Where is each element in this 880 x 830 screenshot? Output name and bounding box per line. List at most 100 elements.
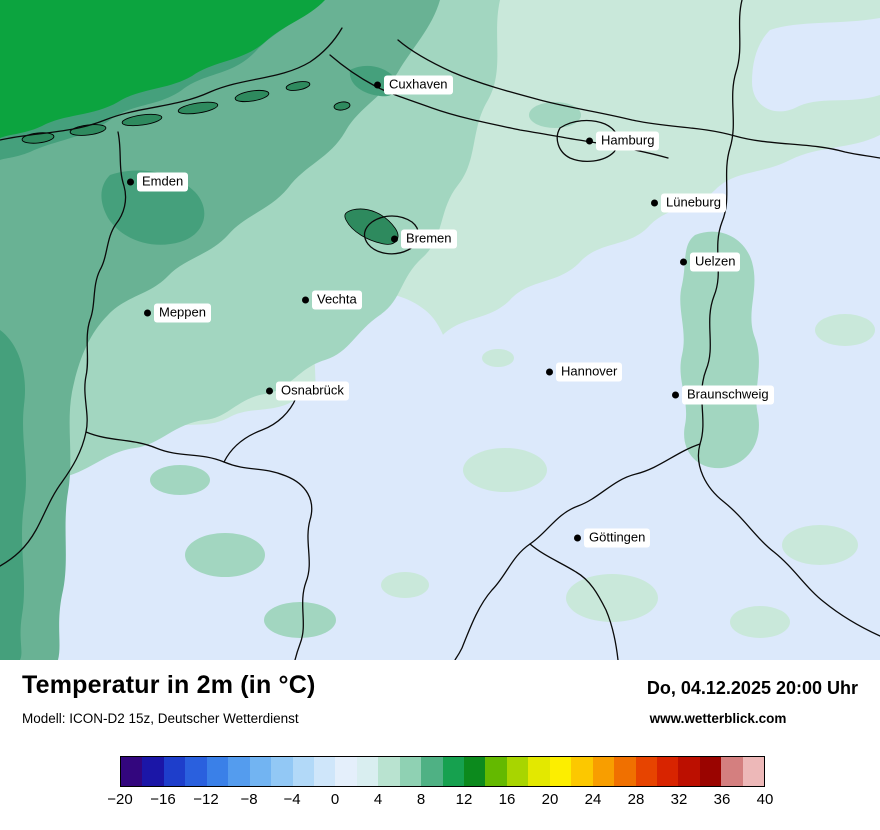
legend-color-bar <box>120 756 765 787</box>
legend-tick-label: −4 <box>283 791 301 808</box>
legend-segment <box>399 757 422 786</box>
city-marker: Hamburg <box>586 131 660 151</box>
mint-patch <box>463 448 547 492</box>
legend-tick-label: 0 <box>330 791 340 808</box>
city-dot <box>266 387 273 395</box>
bremen-city-border <box>363 215 419 255</box>
teal-patches-southwest <box>150 102 581 638</box>
legend-tick-label: −8 <box>240 791 258 808</box>
legend-tick-label: 32 <box>670 791 688 808</box>
legend-tick-label: 8 <box>416 791 426 808</box>
mint-patch <box>381 572 429 598</box>
legend-segment <box>506 757 529 786</box>
legend-tick-label: 20 <box>541 791 559 808</box>
legend-tick-label: −20 <box>107 791 133 808</box>
city-marker: Uelzen <box>680 252 741 272</box>
mint-patch <box>730 606 790 638</box>
legend-segment <box>356 757 379 786</box>
page-title: Temperatur in 2m (in °C) <box>22 671 316 699</box>
legend-segment <box>121 757 143 786</box>
city-dot <box>574 534 581 542</box>
website-text: www.wetterblick.com <box>649 711 787 726</box>
city-dot <box>672 391 679 399</box>
city-dot <box>127 178 134 186</box>
city-dot <box>651 199 658 207</box>
region-deep-green-west-strip <box>0 330 26 660</box>
city-marker: Cuxhaven <box>374 75 453 95</box>
legend-tick-label: 40 <box>756 791 774 808</box>
legend-segment <box>378 757 400 786</box>
legend-segment <box>421 757 443 786</box>
island <box>234 89 270 103</box>
island <box>177 101 219 115</box>
dutch-border <box>0 131 127 567</box>
legend-tick-label: 4 <box>373 791 383 808</box>
city-dot <box>546 368 553 376</box>
legend-segment <box>656 757 679 786</box>
mint-patch <box>782 525 858 565</box>
legend-tick-label: 24 <box>584 791 602 808</box>
legend-tick-label: 36 <box>713 791 731 808</box>
mint-patch <box>482 349 514 367</box>
legend-segment <box>228 757 250 786</box>
weather-map: Cuxhaven Hamburg Emden Lüneburg Bremen Uelzen… <box>0 0 880 660</box>
city-marker: Vechta <box>302 290 362 310</box>
city-label: Cuxhaven <box>384 75 453 95</box>
legend-segment <box>142 757 164 786</box>
legend-segment <box>335 757 357 786</box>
teal-patch <box>150 465 210 495</box>
legend-segment <box>292 757 314 786</box>
legend-segment <box>206 757 229 786</box>
city-marker: Meppen <box>144 303 211 323</box>
mint-patch <box>815 314 875 346</box>
southern-border-branch <box>529 543 619 660</box>
legend-segment <box>614 757 636 786</box>
coastline <box>0 27 343 141</box>
city-marker: Göttingen <box>574 528 651 548</box>
north-sea-region <box>0 0 325 138</box>
city-label: Uelzen <box>690 252 741 272</box>
city-marker: Braunschweig <box>672 385 774 405</box>
forecast-datetime: Do, 04.12.2025 20:00 Uhr <box>646 678 858 698</box>
legend-segment <box>592 757 615 786</box>
legend-tick-label: −12 <box>193 791 219 808</box>
legend-segment <box>721 757 743 786</box>
teal-patch <box>185 533 265 577</box>
legend-segment <box>485 757 507 786</box>
city-label: Hannover <box>556 362 623 382</box>
model-info: Modell: ICON-D2 15z, Deutscher Wetterdie… <box>22 711 299 726</box>
region-blue-pocket-northeast <box>752 18 880 112</box>
region-teal-band-east <box>680 231 759 469</box>
hamburg-city-border <box>556 119 619 163</box>
city-label: Vechta <box>312 290 362 310</box>
city-dot <box>680 258 687 266</box>
city-dot <box>302 296 309 304</box>
city-dot <box>586 137 593 145</box>
southwest-state-border <box>85 431 313 660</box>
legend-segment <box>549 757 572 786</box>
city-label: Bremen <box>401 229 457 249</box>
legend-segment <box>313 757 336 786</box>
city-marker: Bremen <box>391 229 457 249</box>
legend-segment <box>742 757 765 786</box>
city-label: Lüneburg <box>661 193 726 213</box>
city-label: Hamburg <box>596 131 660 151</box>
city-dot <box>374 81 381 89</box>
legend-segment <box>635 757 657 786</box>
legend-segment <box>571 757 593 786</box>
island <box>121 113 163 127</box>
mint-patch <box>566 574 658 622</box>
legend-segment <box>185 757 207 786</box>
map-svg <box>0 0 880 660</box>
weser-estuary <box>344 208 399 245</box>
legend-tick-label: 16 <box>498 791 516 808</box>
island <box>333 101 351 111</box>
city-label: Emden <box>137 172 189 192</box>
island <box>285 81 311 91</box>
legend-tick-label: −16 <box>150 791 176 808</box>
city-marker: Hannover <box>546 362 623 382</box>
teal-patch <box>529 102 581 128</box>
region-green-west <box>0 0 440 660</box>
legend-segment <box>163 757 186 786</box>
mint-patches-south <box>381 314 875 638</box>
